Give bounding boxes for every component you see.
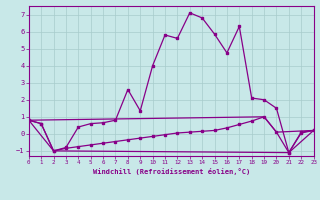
X-axis label: Windchill (Refroidissement éolien,°C): Windchill (Refroidissement éolien,°C) bbox=[92, 168, 250, 175]
